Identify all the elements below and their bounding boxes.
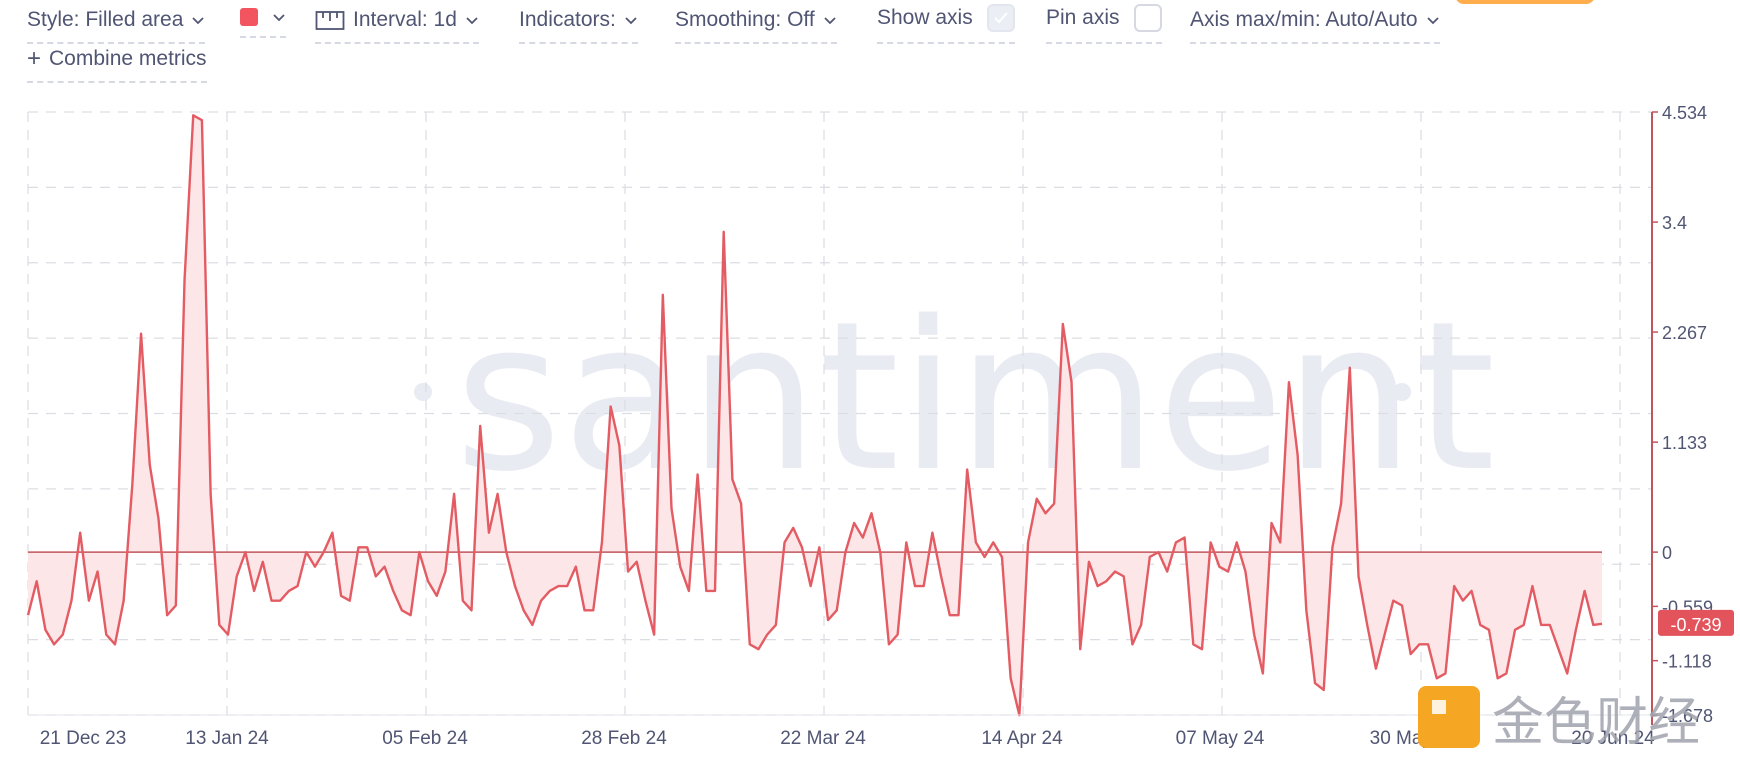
x-tick-label: 05 Feb 24	[382, 728, 468, 749]
chevron-down-icon	[466, 17, 478, 25]
corner-watermark-text: 金色财经	[1492, 693, 1700, 753]
color-swatch	[240, 8, 258, 26]
pin-axis-toggle[interactable]: Pin axis	[1046, 4, 1162, 44]
chevron-down-icon	[824, 17, 836, 25]
combine-metrics-label: Combine metrics	[49, 47, 207, 70]
y-tick-label: 0	[1662, 543, 1672, 563]
current-value-badge	[1658, 609, 1734, 636]
style-dropdown[interactable]: Style: Filled area	[27, 8, 206, 44]
current-value-label: -0.739	[1670, 615, 1721, 635]
show-axis-checkbox[interactable]	[986, 4, 1015, 32]
y-tick-label: -1.118	[1662, 652, 1712, 672]
chart-series	[26, 114, 1603, 717]
gold-logo-block	[1432, 700, 1446, 714]
chevron-down-icon	[192, 17, 205, 25]
smoothing-dropdown[interactable]: Smoothing: Off	[675, 8, 837, 44]
y-tick-label: -1.678	[1662, 706, 1713, 726]
santiment-watermark: santiment	[414, 277, 1495, 517]
x-tick-label: 21 Dec 23	[40, 728, 127, 749]
x-tick-label: 22 Mar 24	[780, 728, 866, 749]
axis-range-dropdown[interactable]: Axis max/min: Auto/Auto	[1190, 8, 1440, 44]
axis-range-label: Axis max/min: Auto/Auto	[1190, 8, 1418, 31]
interval-dropdown[interactable]: Interval: 1d	[315, 8, 479, 44]
x-tick-label: 07 May 24	[1176, 728, 1265, 749]
gold-logo-icon	[1418, 686, 1480, 748]
indicators-dropdown[interactable]: Indicators:	[519, 8, 638, 44]
x-tick-label: 28 Feb 24	[581, 728, 667, 749]
watermark-text: santiment	[455, 277, 1496, 517]
chevron-down-icon	[1426, 17, 1439, 25]
x-tick-label: 20 Jun 24	[1571, 728, 1655, 749]
ruler-icon	[315, 11, 345, 30]
corner-watermark: 金色财经	[1418, 686, 1700, 753]
checkmark-icon	[994, 12, 1008, 24]
interval-label: Interval: 1d	[353, 8, 457, 31]
show-axis-toggle[interactable]: Show axis	[877, 4, 1015, 44]
x-tick-label: 14 Apr 24	[981, 728, 1063, 749]
chart-toolbar: Style: Filled area Interval: 1d Indicato…	[0, 0, 1740, 90]
show-axis-label: Show axis	[877, 6, 973, 29]
pin-axis-checkbox[interactable]	[1133, 4, 1162, 32]
combine-metrics-button[interactable]: + Combine metrics	[27, 47, 207, 83]
watermark-dot-left	[414, 383, 432, 401]
orange-tab-edge	[1455, 0, 1595, 4]
y-tick-label: 3.4	[1662, 213, 1687, 233]
chevron-down-icon	[625, 17, 637, 25]
chart-axes: 4.5343.42.2671.1330-0.559-1.118-1.67821 …	[28, 103, 1734, 749]
smoothing-label: Smoothing: Off	[675, 8, 815, 31]
plus-icon: +	[27, 45, 42, 72]
y-tick-label: 2.267	[1662, 323, 1707, 343]
y-tick-label: 4.534	[1662, 103, 1707, 123]
color-picker[interactable]	[240, 8, 286, 38]
x-tick-label: 13 Jan 24	[185, 728, 269, 749]
series-line	[26, 114, 1603, 717]
style-label: Style: Filled area	[27, 8, 184, 31]
pin-axis-label: Pin axis	[1046, 6, 1120, 29]
indicators-label: Indicators:	[519, 8, 616, 31]
y-tick-label: 1.133	[1662, 433, 1707, 453]
chevron-down-icon	[273, 14, 285, 22]
watermark-dot-right	[1393, 383, 1411, 401]
